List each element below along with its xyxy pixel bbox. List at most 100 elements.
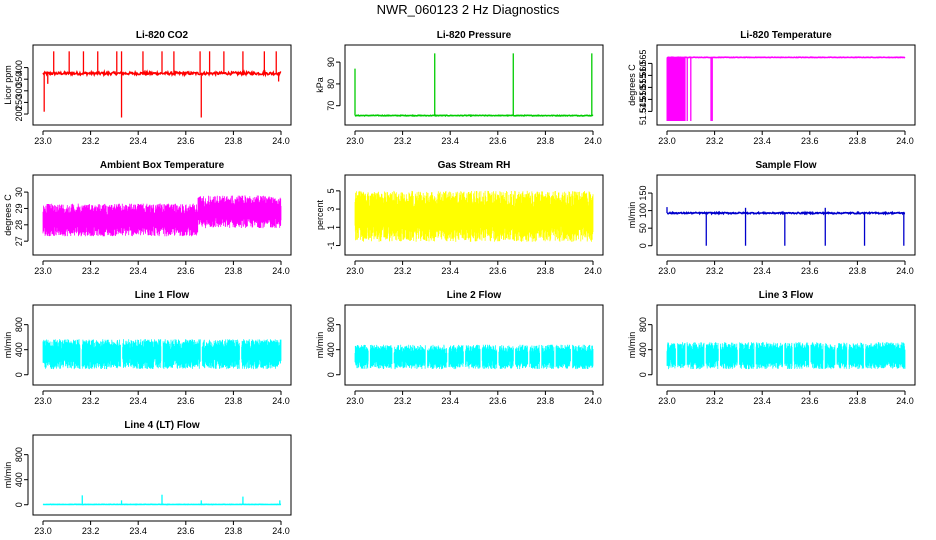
- plot-frame: [656, 304, 916, 386]
- series-marks: [666, 56, 906, 121]
- x-tick-label: 23.0: [34, 266, 52, 276]
- x-tick-label: 23.4: [441, 396, 459, 406]
- series-marks: [354, 344, 594, 370]
- series-band: [666, 342, 906, 370]
- y-axis-label: Licor ppm: [3, 65, 13, 105]
- x-tick-label: 24.0: [272, 136, 290, 146]
- y-axis-label: ml/min: [315, 332, 325, 359]
- series-marks: [354, 53, 594, 118]
- plot-frame: [32, 304, 292, 386]
- x-tick-label: 23.8: [849, 266, 867, 276]
- chart-panel: Li-820 Temperature 23.0 23.2 23.4 23.6 23.8 24…: [627, 30, 916, 146]
- chart-panel: Li-820 CO2 23.0 23.2 23.4 23.6 23.8 24.0 200250…: [3, 30, 292, 146]
- y-tick-label: 400: [14, 472, 24, 487]
- y-tick-label: 800: [638, 317, 648, 332]
- panel-title: Li-820 CO2: [136, 30, 189, 41]
- y-tick-label: 0: [14, 372, 24, 377]
- x-tick-label: 24.0: [584, 266, 602, 276]
- x-tick-label: 23.0: [658, 266, 676, 276]
- y-tick-label: 400: [14, 60, 24, 75]
- y-tick-label: 0: [14, 502, 24, 507]
- x-tick-label: 23.0: [346, 396, 364, 406]
- y-axis-label: degrees C: [3, 194, 13, 236]
- x-tick-label: 23.8: [537, 266, 555, 276]
- plot-frame: [656, 44, 916, 126]
- x-tick-label: 23.6: [801, 136, 819, 146]
- x-tick-label: 23.2: [706, 136, 724, 146]
- series-marks: [666, 207, 906, 246]
- x-tick-label: 23.6: [489, 266, 507, 276]
- y-tick-label: -1: [326, 242, 336, 250]
- x-tick-label: 24.0: [272, 266, 290, 276]
- y-tick-label: 51.555: [638, 74, 648, 102]
- series-marks: [42, 494, 282, 506]
- y-tick-label: 5: [326, 188, 336, 193]
- x-tick-label: 23.0: [658, 396, 676, 406]
- x-tick-label: 23.2: [706, 396, 724, 406]
- x-tick-label: 23.8: [849, 396, 867, 406]
- x-tick-label: 23.0: [34, 136, 52, 146]
- y-axis-label: kPa: [315, 77, 325, 93]
- y-tick-label: 1: [326, 225, 336, 230]
- y-tick-label: 800: [14, 317, 24, 332]
- chart-panel: Sample Flow 23.0 23.2 23.4 23.6 23.8 24.0 0 50 10…: [627, 160, 916, 276]
- panel-title: Li-820 Pressure: [437, 30, 512, 41]
- y-axis-label: percent: [315, 199, 325, 230]
- x-tick-label: 24.0: [272, 396, 290, 406]
- x-axis: 23.0 23.2 23.4 23.6 23.8 24.0: [658, 390, 914, 406]
- series-band: [42, 339, 282, 370]
- x-tick-label: 23.2: [82, 396, 100, 406]
- panel-title: Li-820 Temperature: [740, 30, 832, 41]
- x-tick-label: 23.2: [82, 136, 100, 146]
- y-tick-label: 0: [638, 372, 648, 377]
- x-axis: 23.0 23.2 23.4 23.6 23.8 24.0: [658, 260, 914, 276]
- x-axis: 23.0 23.2 23.4 23.6 23.8 24.0: [346, 260, 602, 276]
- chart-panel: Li-820 Pressure 23.0 23.2 23.4 23.6 23.8 24.0 7…: [315, 30, 604, 146]
- x-tick-label: 23.2: [394, 396, 412, 406]
- panel-title: Line 2 Flow: [447, 290, 502, 301]
- y-tick-label: 50: [638, 223, 648, 233]
- panel-title: Line 1 Flow: [135, 290, 190, 301]
- y-tick-label: 350: [14, 72, 24, 87]
- x-tick-label: 23.4: [129, 526, 147, 536]
- series-marks: [42, 51, 282, 118]
- y-tick-label: 51.545: [638, 98, 648, 126]
- x-tick-label: 23.8: [225, 266, 243, 276]
- x-axis: 23.0 23.2 23.4 23.6 23.8 24.0: [34, 260, 290, 276]
- x-tick-label: 24.0: [272, 526, 290, 536]
- x-tick-label: 24.0: [896, 266, 914, 276]
- y-tick-label: 90: [326, 57, 336, 67]
- x-tick-label: 23.2: [82, 526, 100, 536]
- x-tick-label: 23.4: [441, 136, 459, 146]
- y-tick-label: 400: [14, 342, 24, 357]
- x-tick-label: 23.6: [177, 136, 195, 146]
- x-tick-label: 23.8: [225, 136, 243, 146]
- x-tick-label: 23.0: [34, 396, 52, 406]
- x-tick-label: 23.6: [177, 266, 195, 276]
- chart-panel: Line 4 (LT) Flow 23.0 23.2 23.4 23.6 23.8 24.0…: [3, 420, 292, 536]
- x-tick-label: 23.2: [394, 266, 412, 276]
- plot-frame: [344, 44, 604, 126]
- x-tick-label: 23.4: [129, 136, 147, 146]
- y-axis-label: degrees C: [627, 64, 637, 106]
- y-tick-label: 300: [14, 83, 24, 98]
- x-tick-label: 23.4: [129, 396, 147, 406]
- y-tick-label: 0: [326, 372, 336, 377]
- y-tick-label: 30: [14, 187, 24, 197]
- x-tick-label: 24.0: [896, 396, 914, 406]
- chart-panel: Line 3 Flow 23.0 23.2 23.4 23.6 23.8 24.0 0 400 8…: [627, 290, 916, 406]
- x-axis: 23.0 23.2 23.4 23.6 23.8 24.0: [34, 390, 290, 406]
- chart-panel: Gas Stream RH 23.0 23.2 23.4 23.6 23.8 24.0 -1 1…: [315, 160, 604, 276]
- y-tick-label: 51.550: [638, 86, 648, 114]
- x-tick-label: 23.4: [753, 136, 771, 146]
- y-tick-label: 28: [14, 220, 24, 230]
- y-tick-label: 200: [14, 107, 24, 122]
- y-tick-label: 51.565: [638, 50, 648, 78]
